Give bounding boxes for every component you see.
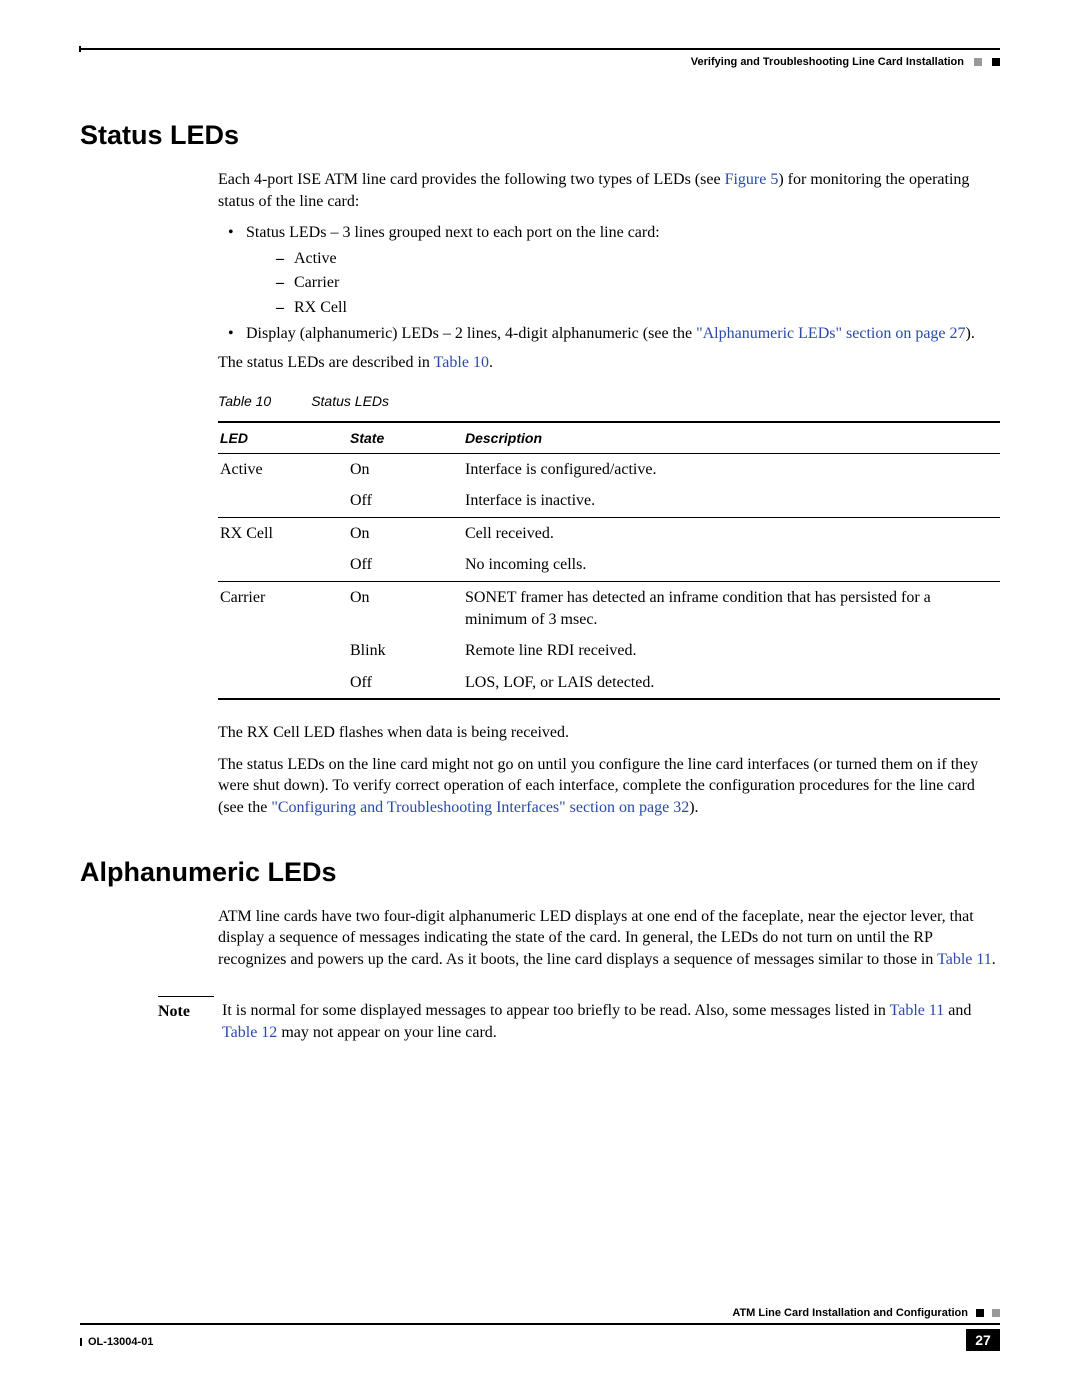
alphanumeric-leds-link[interactable]: "Alphanumeric LEDs" section on page 27 bbox=[696, 325, 965, 342]
table11-link[interactable]: Table 11 bbox=[890, 1002, 945, 1019]
table-title: Status LEDs bbox=[311, 393, 389, 409]
note-label: Note bbox=[158, 996, 214, 1043]
footer-tick-icon bbox=[80, 1338, 82, 1346]
text: OL-13004-01 bbox=[88, 1336, 153, 1348]
cell-state: Off bbox=[348, 485, 463, 517]
cell-desc: Cell received. bbox=[463, 517, 1000, 549]
table-row: Off LOS, LOF, or LAIS detected. bbox=[218, 667, 1000, 700]
cell-state: Off bbox=[348, 549, 463, 581]
intro-para: Each 4-port ISE ATM line card provides t… bbox=[218, 169, 1000, 212]
alpha-para: ATM line cards have two four-digit alpha… bbox=[218, 906, 1000, 971]
list-item: Carrier bbox=[246, 272, 1000, 294]
table-row: Off Interface is inactive. bbox=[218, 485, 1000, 517]
text: ATM Line Card Installation and Configura… bbox=[732, 1307, 968, 1319]
content: Status LEDs Each 4-port ISE ATM line car… bbox=[80, 120, 1000, 1044]
section-heading-alphanumeric-leds: Alphanumeric LEDs bbox=[80, 857, 1000, 888]
note-body: It is normal for some displayed messages… bbox=[222, 996, 1000, 1043]
table11-link[interactable]: Table 11 bbox=[937, 951, 992, 968]
table-number: Table 10 bbox=[218, 393, 271, 409]
after-para-2: The status LEDs on the line card might n… bbox=[218, 754, 1000, 819]
cell-desc: LOS, LOF, or LAIS detected. bbox=[463, 667, 1000, 700]
after-para-1: The RX Cell LED flashes when data is bei… bbox=[218, 722, 1000, 744]
running-header-text: Verifying and Troubleshooting Line Card … bbox=[691, 56, 964, 68]
figure5-link[interactable]: Figure 5 bbox=[725, 171, 779, 188]
cell-state: On bbox=[348, 517, 463, 549]
table-header-row: LED State Description bbox=[218, 422, 1000, 453]
cell-led: RX Cell bbox=[218, 517, 348, 549]
cell-desc: No incoming cells. bbox=[463, 549, 1000, 581]
cell-state: Off bbox=[348, 667, 463, 700]
list-item: Active bbox=[246, 248, 1000, 270]
cell-desc: Remote line RDI received. bbox=[463, 635, 1000, 667]
table10-link[interactable]: Table 10 bbox=[434, 354, 489, 371]
running-header: Verifying and Troubleshooting Line Card … bbox=[691, 56, 1000, 68]
text: Display (alphanumeric) LEDs – 2 lines, 4… bbox=[246, 325, 696, 342]
table-row: RX Cell On Cell received. bbox=[218, 517, 1000, 549]
text: and bbox=[944, 1002, 971, 1019]
cell-state: Blink bbox=[348, 635, 463, 667]
header-square-icon bbox=[974, 58, 982, 66]
status-leds-table: LED State Description Active On Interfac… bbox=[218, 421, 1000, 701]
footer-row: OL-13004-01 27 bbox=[80, 1329, 1000, 1351]
cell-led bbox=[218, 667, 348, 700]
text: The status LEDs are described in bbox=[218, 354, 434, 371]
footer-square-icon bbox=[992, 1309, 1000, 1317]
page: Verifying and Troubleshooting Line Card … bbox=[0, 0, 1080, 1397]
table-caption: Table 10 Status LEDs bbox=[218, 392, 1000, 411]
config-troubleshoot-link[interactable]: "Configuring and Troubleshooting Interfa… bbox=[271, 799, 689, 816]
header-rule bbox=[80, 48, 1000, 50]
footer-rule bbox=[80, 1323, 1000, 1325]
text: It is normal for some displayed messages… bbox=[222, 1002, 890, 1019]
cell-led: Active bbox=[218, 453, 348, 485]
text: . bbox=[489, 354, 493, 371]
note-block: Note It is normal for some displayed mes… bbox=[158, 996, 1000, 1043]
text: . bbox=[992, 951, 996, 968]
table-row: Active On Interface is configured/active… bbox=[218, 453, 1000, 485]
section1-body: Each 4-port ISE ATM line card provides t… bbox=[218, 169, 1000, 819]
list-item: RX Cell bbox=[246, 297, 1000, 319]
cell-led: Carrier bbox=[218, 581, 348, 635]
section-heading-status-leds: Status LEDs bbox=[80, 120, 1000, 151]
text: ). bbox=[689, 799, 698, 816]
table-row: Blink Remote line RDI received. bbox=[218, 635, 1000, 667]
header-square-icon bbox=[992, 58, 1000, 66]
desc-para: The status LEDs are described in Table 1… bbox=[218, 352, 1000, 374]
list-item: Status LEDs – 3 lines grouped next to ea… bbox=[218, 222, 1000, 318]
cell-desc: Interface is configured/active. bbox=[463, 453, 1000, 485]
cell-led bbox=[218, 549, 348, 581]
col-header-state: State bbox=[348, 422, 463, 453]
cell-desc: Interface is inactive. bbox=[463, 485, 1000, 517]
list-item: Display (alphanumeric) LEDs – 2 lines, 4… bbox=[218, 323, 1000, 345]
col-header-led: LED bbox=[218, 422, 348, 453]
bullet-list: Status LEDs – 3 lines grouped next to ea… bbox=[218, 222, 1000, 344]
table12-link[interactable]: Table 12 bbox=[222, 1024, 277, 1041]
table-row: Carrier On SONET framer has detected an … bbox=[218, 581, 1000, 635]
text: ATM line cards have two four-digit alpha… bbox=[218, 908, 974, 968]
cell-led bbox=[218, 485, 348, 517]
footer: ATM Line Card Installation and Configura… bbox=[80, 1323, 1000, 1351]
text: may not appear on your line card. bbox=[277, 1024, 496, 1041]
cell-state: On bbox=[348, 581, 463, 635]
page-number: 27 bbox=[966, 1329, 1000, 1351]
cell-state: On bbox=[348, 453, 463, 485]
sub-bullet-list: Active Carrier RX Cell bbox=[246, 248, 1000, 319]
footer-doc-title: ATM Line Card Installation and Configura… bbox=[732, 1307, 1000, 1319]
cell-desc: SONET framer has detected an inframe con… bbox=[463, 581, 1000, 635]
text: ). bbox=[966, 325, 975, 342]
table-row: Off No incoming cells. bbox=[218, 549, 1000, 581]
section2-body: ATM line cards have two four-digit alpha… bbox=[218, 906, 1000, 971]
footer-doc-id: OL-13004-01 bbox=[80, 1329, 153, 1351]
text: Each 4-port ISE ATM line card provides t… bbox=[218, 171, 725, 188]
text: Status LEDs – 3 lines grouped next to ea… bbox=[246, 224, 660, 241]
cell-led bbox=[218, 635, 348, 667]
footer-square-icon bbox=[976, 1309, 984, 1317]
col-header-description: Description bbox=[463, 422, 1000, 453]
